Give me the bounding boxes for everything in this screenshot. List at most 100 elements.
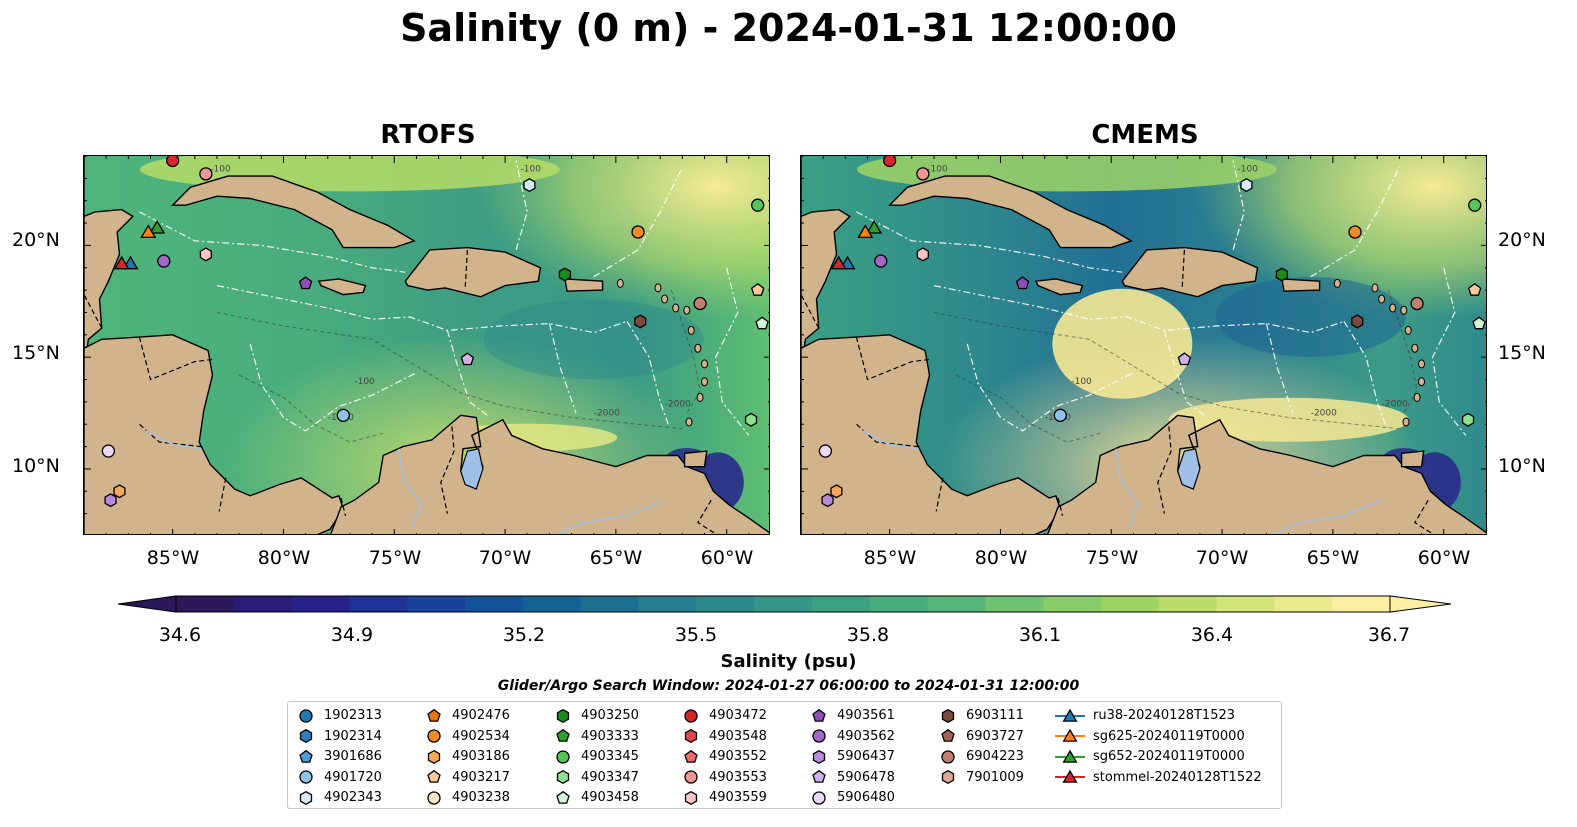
legend-label: 4902476: [452, 708, 510, 723]
colorbar-bin: [1274, 596, 1333, 612]
argo-float-marker: [336, 408, 350, 422]
legend-entry: 4902534: [424, 726, 510, 747]
legend-glider-triangle-icon: [1062, 728, 1078, 742]
legend-label: 4903561: [837, 708, 895, 723]
rtofs-panel-title: RTOFS: [380, 120, 476, 150]
legend-label: sg625-20240119T0000: [1093, 728, 1245, 744]
argo-float-marker: [523, 178, 536, 193]
legend-label: 4903562: [837, 728, 895, 744]
argo-float-marker: [1472, 316, 1486, 330]
argo-float-marker: [199, 247, 212, 262]
legend-label: 6903727: [966, 728, 1024, 744]
legend-label: 6903111: [966, 708, 1024, 723]
search-window-caption: Glider/Argo Search Window: 2024-01-27 06…: [497, 678, 1080, 694]
lon-label-65w: 65°W: [1306, 547, 1360, 569]
land-central: [84, 334, 345, 534]
legend-label: 5906437: [837, 749, 895, 764]
argo-float-marker: [1177, 352, 1192, 366]
argo-float-marker: [1351, 314, 1364, 329]
legend-entry: 4903548: [681, 726, 767, 747]
argo-float-marker: [744, 412, 758, 427]
legend-entry: 4903472: [681, 705, 767, 726]
legend-label: 3901686: [324, 749, 382, 764]
land-trinidad: [683, 450, 708, 468]
legend-label: 4903217: [452, 769, 510, 785]
colorbar-tick: 34.6: [158, 624, 202, 646]
rtofs-salinity-map: -100-1000-2000-2000-100-100: [83, 155, 770, 535]
bathymetry-contour-label: -2000: [1382, 399, 1408, 409]
argo-float-marker: [1275, 267, 1289, 282]
argo-float-marker: [199, 167, 213, 181]
glider-marker: [866, 219, 883, 234]
legend-entry: 3901686: [296, 746, 382, 767]
legend-entry: 4903553: [681, 767, 767, 788]
legend-hexagon-icon: [941, 769, 955, 785]
colorbar-tick: 36.7: [1367, 624, 1411, 646]
lon-label-70w: 70°W: [1195, 547, 1249, 569]
legend-label: stommel-20240128T1522: [1093, 769, 1262, 785]
legend-entry: 4903458: [553, 787, 639, 808]
legend-entry: 1902314: [296, 726, 382, 747]
land-puertorico: [1281, 278, 1321, 292]
colorbar-bin: [696, 596, 755, 612]
legend-entry: 6903727: [938, 726, 1024, 747]
argo-float-marker: [113, 484, 126, 499]
lon-label-75w: 75°W: [1085, 547, 1139, 569]
bathymetry-contour-label: -100: [927, 165, 948, 175]
legend-circle-icon: [941, 749, 955, 764]
argo-float-marker: [634, 314, 647, 329]
colorbar-bin: [465, 596, 524, 612]
colorbar-tick: 36.4: [1190, 624, 1234, 646]
legend-pentagon-icon: [299, 749, 313, 763]
colorbar-bin: [291, 596, 350, 612]
legend-label: 5906480: [837, 790, 895, 805]
legend-entry: 4903333: [553, 726, 639, 747]
legend-label: 4903250: [581, 708, 639, 723]
legend-circle-icon: [556, 749, 570, 764]
argo-float-marker: [1467, 282, 1482, 296]
glider-marker: [857, 224, 874, 239]
lat-label-10n-right: 10°N: [1498, 455, 1546, 477]
colorbar-bin: [1332, 596, 1391, 612]
legend-entry: 4902476: [424, 705, 510, 726]
bathymetry-contour-label: -2000: [665, 399, 691, 409]
argo-float-marker: [916, 247, 929, 262]
lon-label-80w: 80°W: [974, 547, 1028, 569]
bathymetry-contour-label: -100: [1071, 377, 1092, 387]
legend-hexagon-icon: [812, 749, 826, 764]
legend-entry: 6904223: [938, 746, 1024, 767]
legend-entry: stommel-20240128T1522: [1055, 767, 1262, 788]
lat-label-20n-left: 20°N: [12, 229, 60, 251]
argo-float-marker: [1410, 296, 1424, 311]
legend-entry: 5906437: [809, 746, 895, 767]
salinity-colorbar: [117, 594, 1452, 614]
land-puertorico: [564, 278, 604, 292]
legend-label: 4903472: [709, 708, 767, 723]
colorbar-bin: [985, 596, 1044, 612]
legend-entry: 5906480: [809, 787, 895, 808]
legend-pentagon-icon: [812, 769, 826, 783]
glider-marker: [113, 255, 130, 270]
argo-float-marker: [916, 167, 930, 181]
legend-label: 1902313: [324, 708, 382, 723]
colorbar-bin: [349, 596, 408, 612]
legend-label: 4903333: [581, 728, 639, 744]
argo-float-marker: [165, 156, 180, 168]
argo-float-marker: [157, 254, 171, 268]
legend-label: 1902314: [324, 728, 382, 744]
argo-float-marker: [1348, 225, 1362, 239]
argo-float-marker: [631, 225, 645, 239]
colorbar-bin: [638, 596, 697, 612]
legend-pentagon-icon: [684, 749, 698, 763]
lon-label-85w: 85°W: [863, 547, 917, 569]
legend-entry: 4903186: [424, 746, 510, 767]
colorbar-bin: [522, 596, 582, 612]
colorbar-bin: [1100, 596, 1160, 612]
land-hispaniola: [404, 246, 542, 298]
colorbar-tick: 35.8: [846, 624, 890, 646]
colorbar-bin: [927, 596, 986, 612]
legend-entry: 6903111: [938, 705, 1024, 726]
legend-circle-icon: [812, 729, 826, 743]
argo-float-marker: [818, 444, 833, 458]
legend-entry: 4903552: [681, 746, 767, 767]
